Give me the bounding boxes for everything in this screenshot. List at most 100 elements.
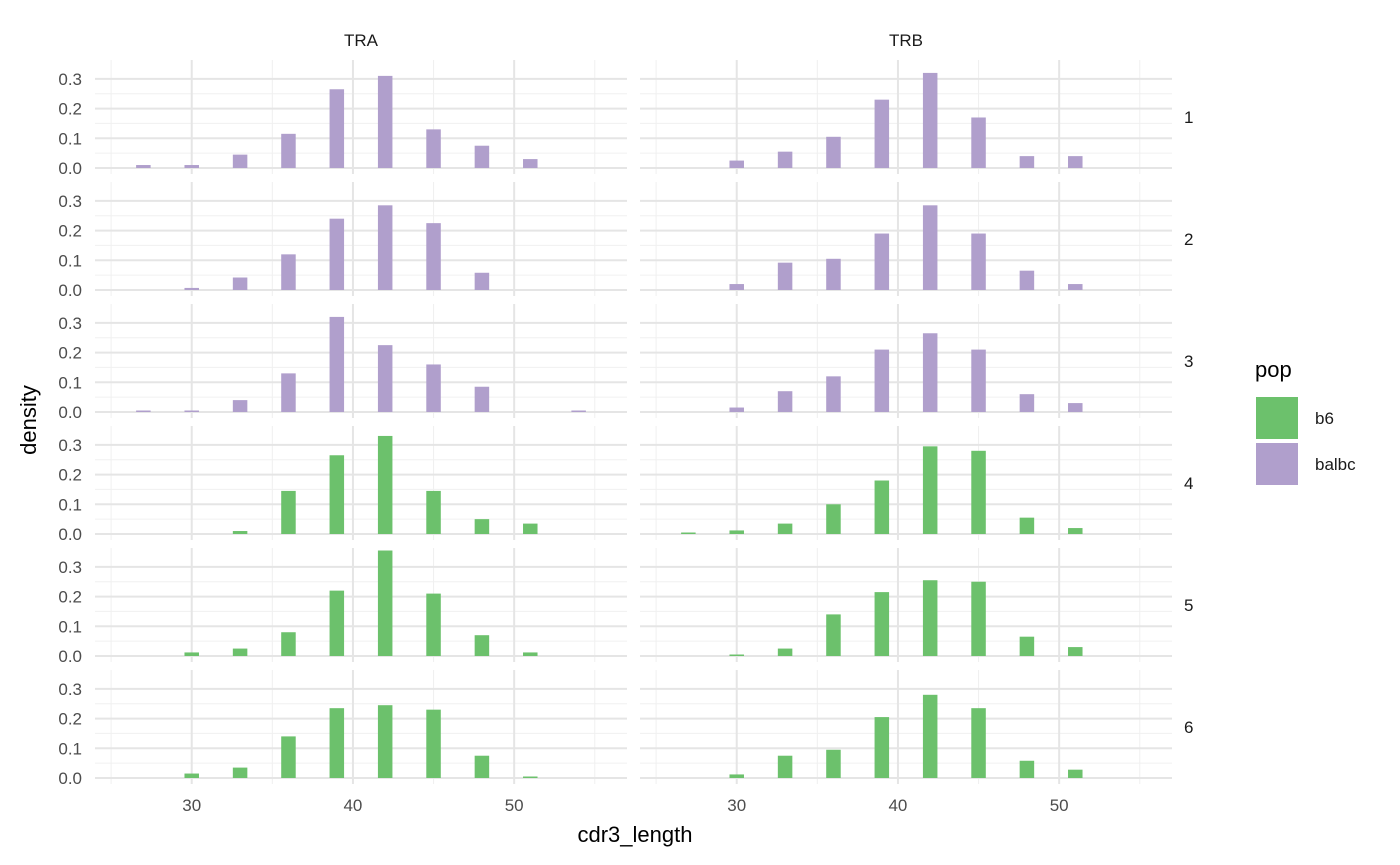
bar xyxy=(729,407,744,412)
y-tick-label: 0.3 xyxy=(58,436,82,455)
y-tick-label: 0.1 xyxy=(58,617,82,636)
panels-layer xyxy=(95,60,1172,784)
bar xyxy=(922,694,938,778)
row-strip-label: 3 xyxy=(1184,352,1193,371)
y-tick-label: 0.0 xyxy=(58,159,82,178)
bar xyxy=(426,129,441,168)
panel-TRA-4 xyxy=(95,426,627,540)
legend-swatch xyxy=(1256,443,1298,485)
bar xyxy=(377,435,393,534)
bar xyxy=(922,580,938,656)
y-tick-label: 0.0 xyxy=(58,403,82,422)
y-tick-label: 0.1 xyxy=(58,373,82,392)
bar xyxy=(1019,156,1035,168)
panel-TRB-1 xyxy=(640,60,1172,174)
panel-TRA-6 xyxy=(95,670,627,784)
bar xyxy=(377,705,393,778)
x-tick-label: 30 xyxy=(182,796,201,815)
bar xyxy=(777,391,793,412)
bar xyxy=(426,223,441,290)
bar xyxy=(874,480,890,534)
bar xyxy=(232,767,248,778)
legend-entries: b6 balbc xyxy=(1256,397,1356,485)
bar xyxy=(281,632,296,656)
bar xyxy=(426,593,441,656)
col-strip-label: TRA xyxy=(344,31,379,50)
labels-layer: 0.00.10.20.310.00.10.20.320.00.10.20.330… xyxy=(58,31,1193,815)
bar xyxy=(184,652,199,656)
bar xyxy=(874,717,890,778)
bar xyxy=(474,519,490,534)
panel-TRB-5 xyxy=(640,548,1172,662)
bar xyxy=(729,774,744,778)
bar xyxy=(826,614,841,656)
bar xyxy=(777,523,793,534)
y-tick-label: 0.2 xyxy=(58,710,82,729)
bar xyxy=(426,364,441,412)
bar xyxy=(922,446,938,534)
bar xyxy=(232,648,248,656)
bar xyxy=(1068,647,1083,656)
legend-label: b6 xyxy=(1315,409,1334,428)
bar xyxy=(777,151,793,168)
row-strip-label: 6 xyxy=(1184,718,1193,737)
bar xyxy=(777,648,793,656)
bar xyxy=(1019,270,1035,290)
legend-swatch xyxy=(1256,397,1298,439)
bar xyxy=(377,205,393,290)
panel-TRB-6 xyxy=(640,670,1172,784)
y-tick-label: 0.3 xyxy=(58,314,82,333)
y-tick-label: 0.2 xyxy=(58,100,82,119)
bar xyxy=(971,349,986,412)
panel-TRA-5 xyxy=(95,548,627,662)
x-tick-label: 40 xyxy=(343,796,362,815)
bar xyxy=(136,410,151,412)
y-tick-label: 0.2 xyxy=(58,344,82,363)
bar xyxy=(377,550,393,656)
bar xyxy=(523,159,538,168)
y-tick-label: 0.1 xyxy=(58,129,82,148)
y-axis-title: density xyxy=(16,385,41,455)
bar xyxy=(232,531,248,534)
bar xyxy=(777,262,793,290)
y-tick-label: 0.3 xyxy=(58,70,82,89)
panel-TRA-2 xyxy=(95,182,627,296)
bar xyxy=(474,386,490,412)
bar xyxy=(1019,394,1035,412)
y-tick-label: 0.3 xyxy=(58,558,82,577)
bar xyxy=(232,154,248,168)
legend: pop b6 balbc xyxy=(1255,357,1356,485)
row-strip-label: 4 xyxy=(1184,474,1193,493)
bar xyxy=(971,450,986,534)
y-tick-label: 0.2 xyxy=(58,222,82,241)
panel-TRB-3 xyxy=(640,304,1172,418)
bar xyxy=(1068,528,1083,534)
bar xyxy=(1068,284,1083,290)
y-tick-label: 0.0 xyxy=(58,769,82,788)
row-strip-label: 1 xyxy=(1184,108,1193,127)
y-tick-label: 0.1 xyxy=(58,739,82,758)
y-tick-label: 0.2 xyxy=(58,588,82,607)
legend-title: pop xyxy=(1255,357,1292,382)
bar xyxy=(874,99,890,168)
bar xyxy=(474,755,490,778)
y-tick-label: 0.2 xyxy=(58,466,82,485)
bar xyxy=(826,258,841,290)
bar xyxy=(523,652,538,656)
panel-TRB-2 xyxy=(640,182,1172,296)
bar xyxy=(232,277,248,290)
bar xyxy=(681,532,696,534)
bar xyxy=(281,373,296,412)
bar xyxy=(329,218,345,290)
bar xyxy=(474,272,490,290)
bar xyxy=(729,530,744,534)
legend-label: balbc xyxy=(1315,455,1356,474)
y-tick-label: 0.3 xyxy=(58,192,82,211)
bar xyxy=(474,145,490,168)
bar xyxy=(874,349,890,412)
bar xyxy=(1068,156,1083,168)
y-tick-label: 0.0 xyxy=(58,647,82,666)
bar xyxy=(826,504,841,534)
bar xyxy=(729,160,744,168)
